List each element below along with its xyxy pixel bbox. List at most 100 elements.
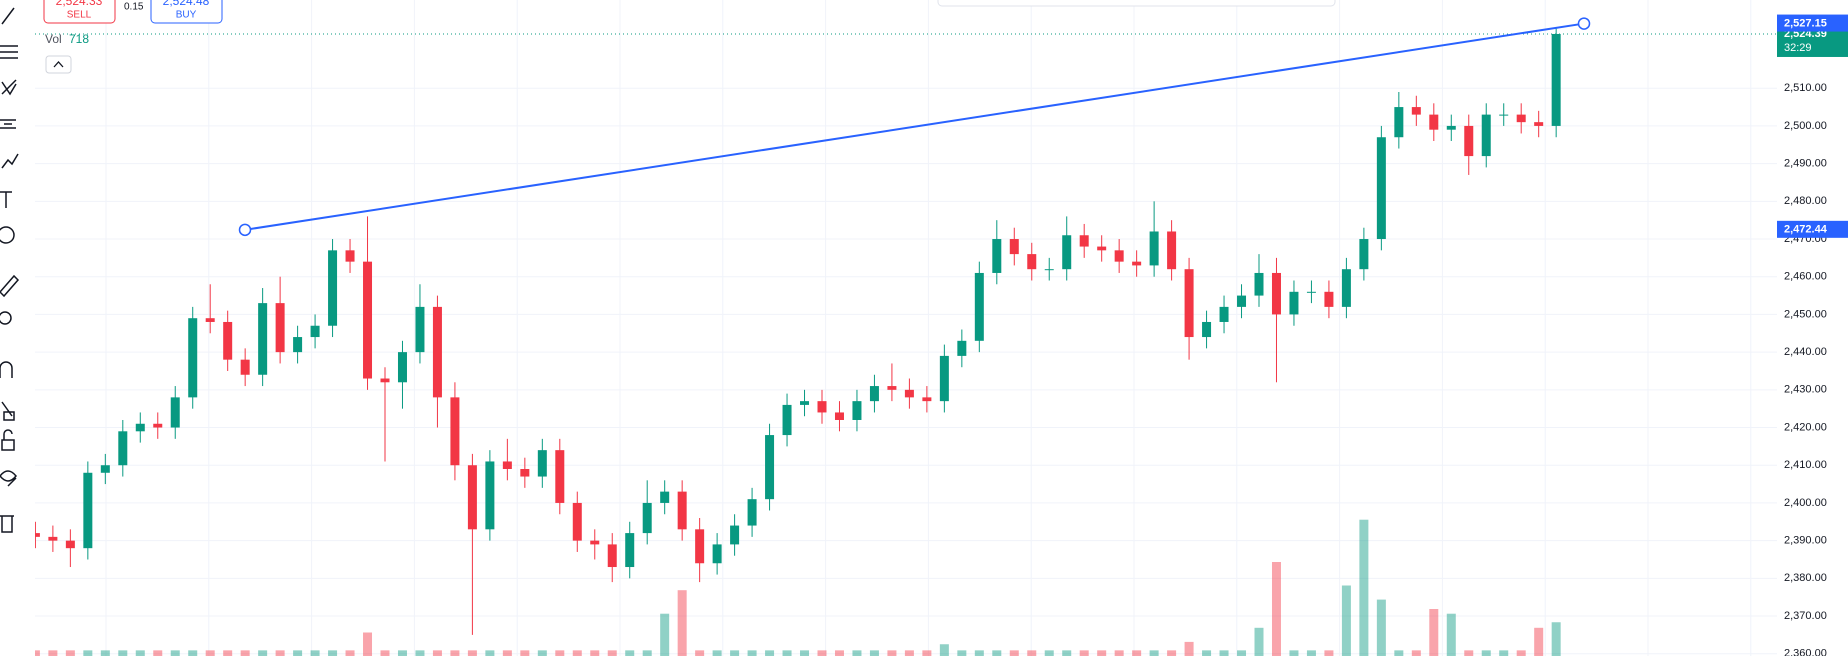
volume-bar	[432, 650, 442, 656]
volume-bar	[415, 650, 425, 656]
delete-tool[interactable]	[0, 515, 14, 533]
collapse-box[interactable]	[45, 55, 72, 74]
candle-body	[450, 397, 460, 466]
volume-bar	[223, 650, 233, 656]
candle-body	[1114, 250, 1124, 262]
volume-bar	[363, 632, 373, 656]
lock-drawing-tool[interactable]	[1, 401, 15, 421]
volume-bar	[660, 613, 670, 656]
measure-tool[interactable]	[0, 274, 20, 298]
zoom-tool[interactable]	[0, 311, 12, 325]
candle-body	[1359, 239, 1369, 270]
volume-bar	[1341, 585, 1351, 656]
volume-bar	[974, 650, 984, 656]
candle-body	[1499, 114, 1509, 116]
volume-bar	[520, 650, 530, 656]
volume-bar	[1027, 650, 1037, 656]
price-axis-labels: 2,510.002,500.002,490.002,480.002,470.00…	[1784, 82, 1827, 656]
pattern-tool[interactable]	[1, 79, 17, 96]
candle-body	[1341, 269, 1351, 307]
y-tick-label: 2,510.00	[1784, 82, 1827, 94]
candle-body	[502, 461, 512, 470]
hide-tool[interactable]	[0, 470, 17, 487]
volume-bar	[293, 650, 303, 656]
volume-bar	[30, 650, 40, 656]
y-tick-label: 2,380.00	[1784, 572, 1827, 584]
volume-bar	[1254, 627, 1264, 656]
volume-bar	[1219, 650, 1229, 656]
y-tick-label: 2,500.00	[1784, 120, 1827, 132]
sell-button[interactable]	[43, 0, 116, 24]
volume-bar	[695, 650, 705, 656]
fib-tool[interactable]	[0, 45, 18, 59]
sell-price: 2,524.33	[56, 0, 103, 8]
candle-body	[607, 544, 617, 568]
collapse-button[interactable]	[45, 55, 72, 74]
volume-bar	[188, 650, 198, 656]
candle-body	[887, 386, 897, 390]
volume-bar	[1306, 650, 1316, 656]
volume-bar	[48, 650, 58, 656]
volume-bar	[642, 650, 652, 656]
popup-panel	[937, 0, 1336, 7]
candle-body	[782, 404, 792, 436]
volume-bar	[118, 650, 128, 656]
trend-end-label: 2,527.15	[1784, 17, 1827, 29]
candle-body	[939, 355, 949, 402]
candle-body	[1027, 254, 1037, 270]
candle-body	[380, 378, 390, 383]
volume-bar	[135, 650, 145, 656]
volume-bar	[485, 650, 495, 656]
volume-bar	[1167, 650, 1177, 656]
candle-body	[904, 389, 914, 398]
magnet-tool[interactable]	[0, 361, 13, 378]
volume-bar	[625, 650, 635, 656]
brush-tool[interactable]	[1, 153, 19, 169]
volume-bar	[765, 650, 775, 656]
trendline-handle	[238, 223, 252, 237]
emoji-tool[interactable]	[0, 226, 15, 244]
candle-body	[1324, 291, 1334, 307]
volume-bar	[747, 650, 757, 656]
candle-body	[1219, 306, 1229, 322]
volume-bar	[310, 650, 320, 656]
candle-body	[1481, 114, 1491, 157]
volume-bar	[1062, 650, 1072, 656]
candle-body	[642, 502, 652, 534]
sell-label: SELL	[67, 10, 92, 21]
candle-body	[520, 469, 530, 477]
lock-tool[interactable]	[1, 429, 15, 451]
volume-bar	[572, 650, 582, 656]
buy-button[interactable]	[150, 0, 223, 24]
candle-body	[1044, 269, 1054, 271]
collapse-caret	[53, 61, 64, 68]
volume-bar	[240, 650, 250, 656]
volume-bar	[1044, 650, 1054, 656]
candle-body	[1464, 125, 1474, 157]
volume-bar	[1132, 650, 1142, 656]
volume-bar	[1237, 650, 1247, 656]
candle-body	[467, 465, 477, 530]
spread: 0.15	[124, 2, 144, 13]
countdown: 32:29	[1784, 42, 1812, 54]
volume-bar	[800, 650, 810, 656]
candle-body	[1271, 272, 1281, 315]
candle-body	[660, 491, 670, 503]
volume-bar	[1202, 650, 1212, 656]
volume-bar	[1411, 650, 1421, 656]
volume-bar	[83, 650, 93, 656]
drawing-toolbar	[0, 0, 35, 656]
candle-body	[293, 337, 303, 353]
candle-body	[223, 321, 233, 360]
trend-end-tag	[1777, 14, 1848, 32]
volume-bar	[939, 644, 949, 656]
candle-body	[83, 472, 93, 549]
forecast-tool[interactable]	[0, 119, 16, 129]
text-tool[interactable]	[0, 191, 12, 208]
toolbar-background	[0, 0, 35, 656]
volume-bar	[1184, 641, 1194, 656]
trendline-tool[interactable]	[1, 7, 15, 25]
candle-body	[1237, 295, 1247, 307]
